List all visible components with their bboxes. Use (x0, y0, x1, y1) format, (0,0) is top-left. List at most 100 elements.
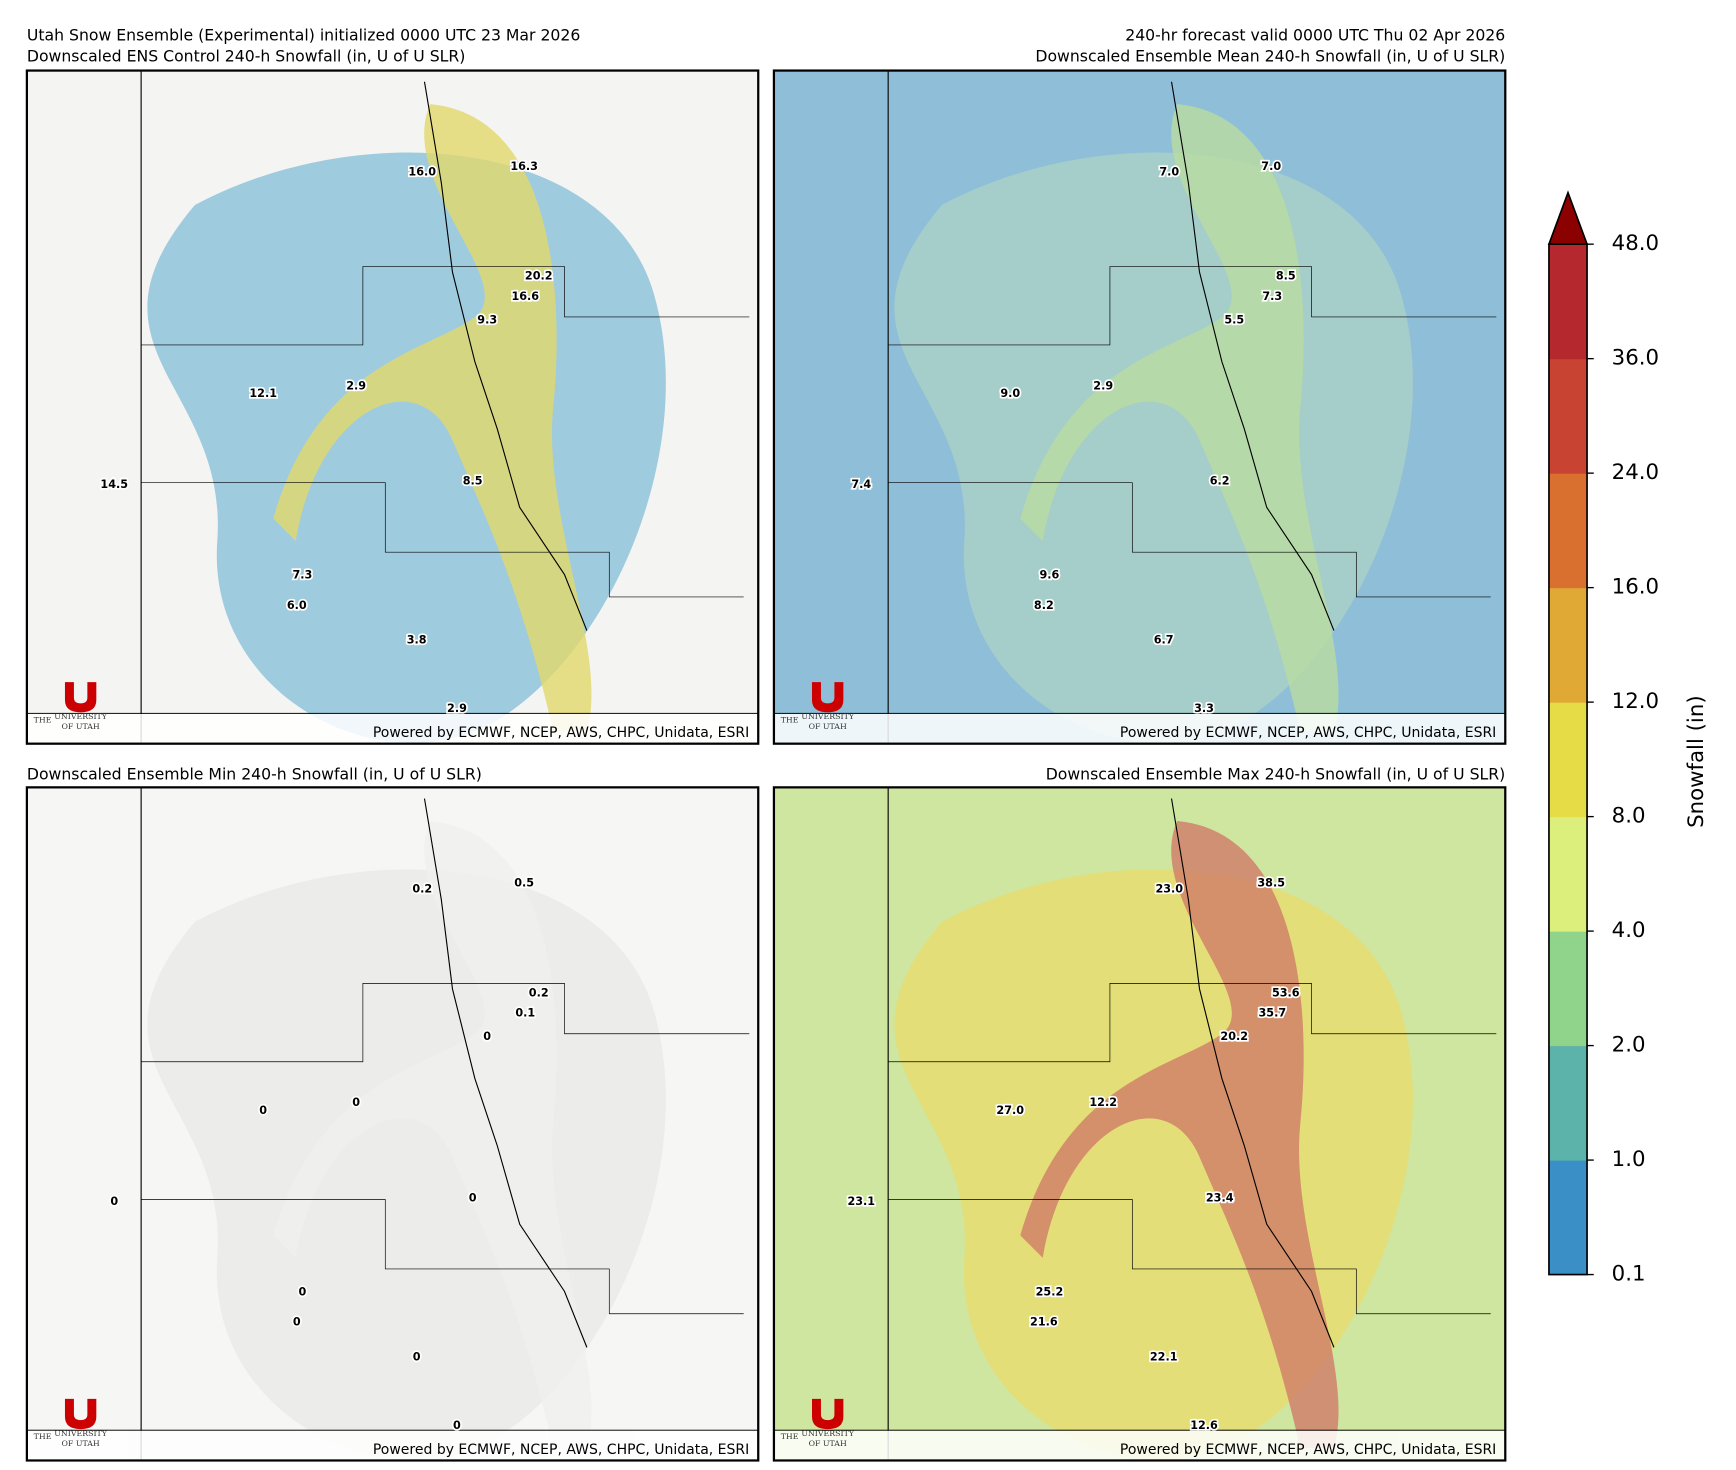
panel-frame (772, 69, 1507, 745)
credit-strip (773, 1429, 1506, 1461)
credit-strip (26, 712, 759, 744)
colorbar-label: Snowfall (in) (1684, 695, 1709, 827)
colorbar-tick-label: 24.0 (1612, 460, 1659, 485)
credit: Powered by ECMWF, NCEP, AWS, CHPC, Unida… (373, 725, 749, 741)
colorbar-extend (1547, 190, 1589, 246)
panel-title: Downscaled ENS Control 240-h Snowfall (i… (27, 47, 466, 66)
colorbar-tick-label: 16.0 (1612, 575, 1659, 600)
point-label: 0 (352, 1096, 360, 1109)
logo-text: THE (781, 715, 799, 724)
colorbar-tick-label: 0.1 (1612, 1262, 1646, 1287)
point-label: 0.2 (412, 882, 432, 895)
point-label: 0 (469, 1191, 477, 1204)
point-label: 23.0 (1155, 882, 1183, 895)
point-label: 0 (299, 1285, 307, 1298)
colorbar-tick-label: 4.0 (1612, 918, 1646, 943)
point-label: 8.5 (463, 475, 483, 488)
point-label: 23.1 (847, 1195, 875, 1208)
point-label: 2.9 (1093, 379, 1113, 392)
point-label: 21.6 (1030, 1316, 1058, 1329)
colorbar-tick-label: 36.0 (1612, 346, 1659, 371)
colorbar-frame (1548, 243, 1588, 1276)
point-label: 9.0 (1000, 387, 1020, 400)
colorbar-segment (1548, 473, 1588, 589)
point-label: 8.2 (1034, 599, 1054, 612)
point-label: 0.1 (515, 1007, 535, 1020)
colorbar-tick-label: 48.0 (1612, 231, 1659, 256)
logo-text: OF UTAH (809, 722, 847, 731)
colorbar-tick-label: 1.0 (1612, 1147, 1646, 1172)
point-label: 2.9 (346, 379, 366, 392)
logo-text: THE (34, 1432, 52, 1441)
point-label: 27.0 (996, 1104, 1024, 1117)
panel-frame (772, 786, 1507, 1462)
point-label: 7.0 (1159, 165, 1179, 178)
credit: Powered by ECMWF, NCEP, AWS, CHPC, Unida… (373, 1442, 749, 1458)
point-label: 9.6 (1040, 569, 1060, 582)
point-label: 9.3 (477, 313, 497, 326)
point-label: 5.5 (1224, 313, 1244, 326)
header-right: 240-hr forecast valid 0000 UTC Thu 02 Ap… (1125, 25, 1505, 44)
point-label: 0 (453, 1419, 461, 1432)
logo-text: THE (34, 715, 52, 724)
logo-text: OF UTAH (62, 722, 100, 731)
county-lines (141, 983, 750, 1063)
panel-frame (25, 786, 760, 1462)
point-label: 14.5 (100, 478, 128, 491)
county-lines (888, 983, 1497, 1063)
county-lines (141, 1199, 744, 1315)
ridge-field (273, 820, 592, 1449)
logo-u (812, 1398, 844, 1430)
credit-strip (26, 1429, 759, 1461)
county-lines (888, 1199, 1491, 1315)
credit: Powered by ECMWF, NCEP, AWS, CHPC, Unida… (1120, 1442, 1496, 1458)
panel-frame (25, 69, 760, 745)
panel-title: Downscaled Ensemble Mean 240-h Snowfall … (1035, 47, 1505, 66)
point-label: 2.9 (447, 702, 467, 715)
colorbar-segment (1548, 358, 1588, 474)
ridge-field (1020, 820, 1339, 1449)
colorbar-segment (1548, 931, 1588, 1047)
point-label: 16.3 (510, 160, 538, 173)
point-label: 0 (413, 1350, 421, 1363)
logo-text: UNIVERSITY (54, 712, 107, 721)
point-label: 16.6 (511, 290, 539, 303)
point-label: 12.2 (1089, 1096, 1117, 1109)
point-label: 0.5 (514, 877, 534, 890)
point-label: 7.3 (292, 569, 312, 582)
point-label: 12.6 (1190, 1419, 1218, 1432)
point-label: 7.4 (851, 478, 871, 491)
credit: Powered by ECMWF, NCEP, AWS, CHPC, Unida… (1120, 725, 1496, 741)
logo-text: OF UTAH (62, 1439, 100, 1448)
logo-text: UNIVERSITY (54, 1429, 107, 1438)
point-label: 20.2 (525, 270, 553, 283)
logo-u (64, 682, 97, 713)
river (1170, 798, 1335, 1348)
point-label: 8.5 (1276, 270, 1296, 283)
point-label: 0 (110, 1195, 118, 1208)
county-lines (141, 266, 750, 346)
point-label: 0 (293, 1316, 301, 1329)
colorbar-segment (1548, 587, 1588, 703)
logo-text: OF UTAH (809, 1439, 847, 1448)
colorbar-segment (1548, 1160, 1588, 1276)
colorbar-tick-label: 12.0 (1612, 689, 1659, 714)
panel-title: Downscaled Ensemble Min 240-h Snowfall (… (27, 765, 482, 784)
point-label: 0.2 (529, 986, 549, 999)
point-label: 12.1 (249, 387, 277, 400)
point-label: 7.0 (1261, 160, 1281, 173)
credit-strip (773, 712, 1506, 744)
point-label: 38.5 (1257, 877, 1285, 890)
point-label: 0 (483, 1030, 491, 1043)
point-label: 35.7 (1259, 1007, 1287, 1020)
logo-text: UNIVERSITY (801, 712, 854, 721)
county-lines (141, 482, 744, 598)
county-lines (888, 266, 1497, 346)
point-label: 20.2 (1220, 1030, 1248, 1043)
